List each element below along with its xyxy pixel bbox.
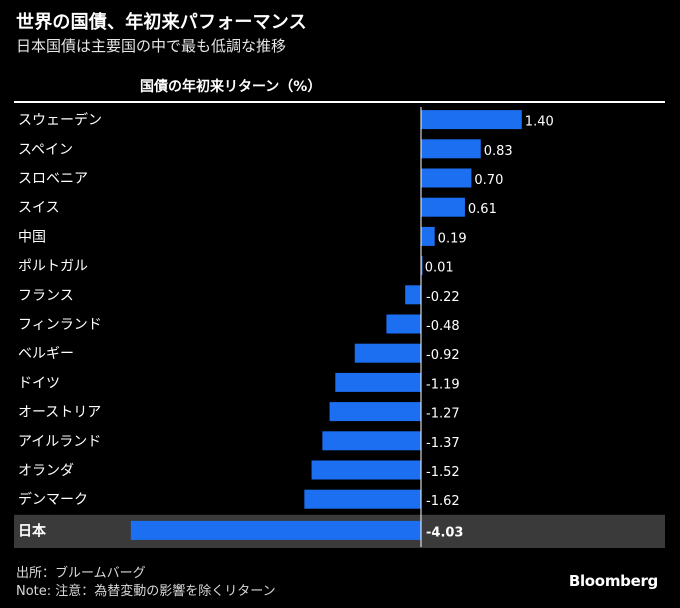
bar-12: [322, 431, 421, 451]
bar-5: [421, 226, 435, 246]
bloomberg-logo: Bloomberg: [568, 572, 658, 590]
chart-subtitle: 日本国債は主要国の中で最も低調な推移: [16, 37, 287, 55]
bar-10: [335, 372, 421, 392]
source-note: 出所：ブルームバーグ: [16, 566, 146, 581]
value-label: -0.22: [426, 290, 460, 305]
category-label: アイルランド: [18, 434, 101, 450]
category-label: ポルトガル: [18, 259, 88, 275]
bar-14: [304, 489, 421, 509]
value-label: 0.83: [484, 144, 513, 159]
category-label: オーストリア: [18, 405, 101, 421]
bar-7: [405, 285, 421, 305]
bar-13: [311, 460, 421, 480]
bar-15: [130, 520, 421, 540]
category-label: フランス: [18, 288, 74, 304]
bar-1: [421, 110, 522, 130]
bar-4: [421, 197, 465, 217]
bar-2: [421, 139, 481, 159]
footnote: Note: 注意：為替変動の影響を除くリターン: [16, 584, 276, 599]
value-label: -1.52: [426, 465, 460, 480]
bar-9: [354, 343, 421, 363]
category-label: スロベニア: [18, 171, 88, 187]
bar-8: [386, 314, 421, 334]
category-label: 日本: [18, 522, 47, 539]
value-label: 0.01: [425, 261, 454, 276]
category-label: ベルギー: [18, 346, 74, 362]
bar-6: [421, 256, 423, 276]
category-label: ドイツ: [18, 375, 60, 391]
value-label: -0.48: [426, 319, 460, 334]
value-label: -1.27: [426, 407, 460, 422]
category-label: スウェーデン: [18, 112, 102, 129]
value-label: -1.37: [426, 436, 460, 451]
category-label: スイス: [18, 200, 60, 216]
category-label: 中国: [18, 229, 46, 245]
value-label: 0.19: [438, 231, 467, 246]
value-label: 1.40: [525, 115, 554, 130]
value-label: 0.61: [468, 202, 497, 217]
category-label: デンマーク: [18, 491, 88, 508]
value-label: 0.70: [474, 173, 503, 188]
category-label: フィンランド: [18, 317, 102, 333]
value-label: -1.19: [426, 377, 460, 392]
chart-title: 世界の国債、年初来パフォーマンス: [16, 12, 307, 33]
category-label: スペイン: [18, 142, 73, 158]
header-rule: [14, 101, 665, 103]
category-label: オランダ: [18, 463, 74, 479]
bar-3: [421, 168, 472, 188]
bar-chart: スウェーデン 1.40 スペイン 0.83 スロベニア 0.70 スイス 0.61 中国 0.19…: [14, 107, 665, 548]
value-column-header: 国債の年初来リターン（%）: [140, 79, 322, 95]
value-label: -0.92: [426, 348, 460, 363]
value-label: -4.03: [426, 525, 463, 540]
bar-11: [329, 402, 421, 422]
value-label: -1.62: [426, 494, 460, 509]
